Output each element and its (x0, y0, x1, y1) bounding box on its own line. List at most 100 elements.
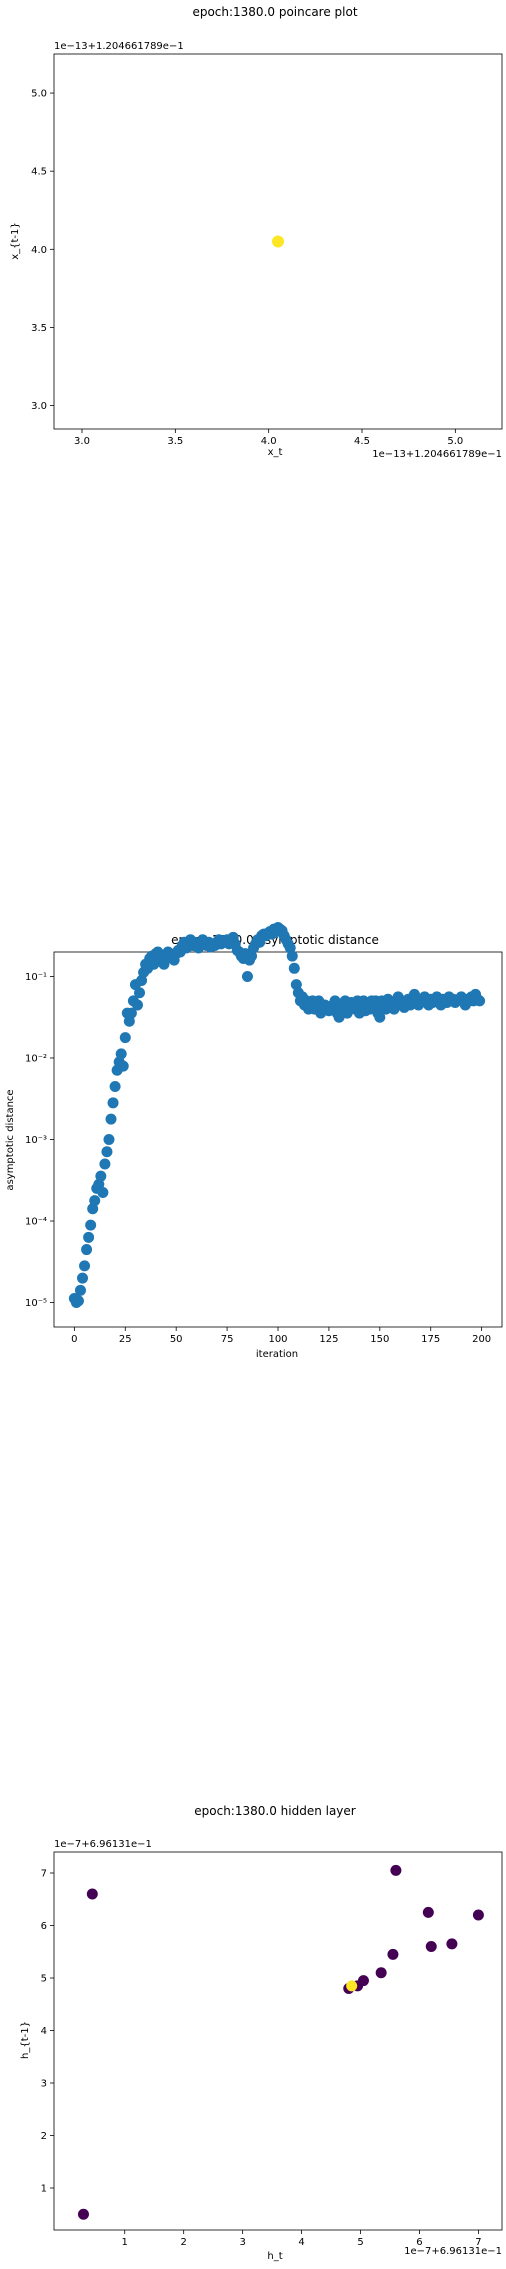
data-point (103, 1134, 115, 1145)
x-tick-label: 175 (421, 1334, 440, 1345)
x-tick-label: 6 (416, 2237, 422, 2248)
data-point (387, 1948, 399, 1960)
data-point (272, 235, 284, 248)
y-axis-label: asymptotic distance (5, 1089, 16, 1190)
y-axis-label: x_{t-1} (10, 222, 21, 260)
y-tick-label: 10⁻² (25, 1053, 47, 1064)
y-axis-label: h_{t-1} (20, 2021, 31, 2059)
data-point (99, 1158, 111, 1170)
x-axis: 1 2 3 4 5 6 7 (122, 2230, 482, 2248)
data-point (131, 999, 143, 1011)
y-tick-label: 5.0 (31, 89, 47, 100)
y-offset-text: 1e−7+6.96131e−1 (54, 1839, 152, 1850)
x-tick-label: 25 (119, 1334, 132, 1345)
data-point (77, 2208, 89, 2220)
x-tick-label: 4.5 (354, 436, 370, 447)
data-point (101, 1146, 113, 1158)
y-tick-label: 10⁻⁴ (25, 1217, 47, 1228)
x-axis-label: iteration (256, 1349, 298, 1360)
data-point (89, 1195, 101, 1207)
data-point (472, 1909, 484, 1921)
y-tick-label: 4 (41, 2026, 47, 2037)
x-tick-label: 75 (221, 1334, 234, 1345)
y-axis: 3.0 3.5 4.0 4.5 5.0 (31, 89, 54, 412)
x-tick-label: 4 (298, 2237, 304, 2248)
data-point (77, 1272, 89, 1284)
x-tick-label: 1 (122, 2237, 128, 2248)
x-tick-label: 5 (357, 2237, 363, 2248)
y-tick-label: 3.0 (31, 401, 47, 412)
data-point (474, 995, 486, 1007)
x-tick-label: 4.0 (261, 436, 277, 447)
data-point (241, 970, 253, 982)
x-tick-label: 150 (370, 1334, 389, 1345)
x-tick-label: 7 (475, 2237, 481, 2248)
data-point (85, 1219, 97, 1231)
data-point (72, 1295, 84, 1307)
x-axis-label: x_t (268, 447, 283, 458)
x-tick-label: 50 (170, 1334, 183, 1345)
data-point (97, 1186, 109, 1198)
data-point (286, 950, 298, 962)
data-point (357, 1975, 369, 1987)
y-axis: 1 2 3 4 5 6 7 (41, 1869, 54, 2195)
data-point (422, 1906, 434, 1918)
data-point (105, 1113, 117, 1125)
y-offset-text: 1e−13+1.204661789e−1 (54, 41, 184, 52)
y-tick-label: 4.0 (31, 245, 47, 256)
plot-area (53, 1851, 503, 2231)
data-points (77, 1864, 484, 2220)
data-points (68, 922, 486, 1309)
hidden-layer-plot: epoch:1380.0 hidden layer 1e−7+6.96131e−… (20, 1804, 503, 2262)
poincare-plot: epoch:1380.0 poincare plot 1e−13+1.20466… (10, 5, 503, 460)
x-axis: 3.0 3.5 4.0 4.5 5.0 (74, 429, 463, 447)
plot-area (53, 951, 503, 1328)
y-tick-label: 10⁻⁵ (25, 1298, 47, 1309)
x-tick-label: 0 (71, 1334, 77, 1345)
y-tick-label: 4.5 (31, 167, 47, 178)
x-tick-label: 125 (319, 1334, 338, 1345)
x-tick-label: 2 (180, 2237, 186, 2248)
y-tick-label: 1 (41, 2184, 47, 2195)
data-point (95, 1170, 107, 1182)
data-point (115, 1048, 127, 1060)
data-point (374, 1011, 386, 1023)
data-point (390, 1864, 402, 1876)
y-tick-label: 5 (41, 1974, 47, 1985)
x-tick-label: 100 (268, 1334, 287, 1345)
data-point (79, 1260, 91, 1272)
data-point (125, 1007, 137, 1019)
x-tick-label: 3.5 (167, 436, 183, 447)
data-point (148, 958, 160, 970)
data-point (288, 962, 300, 974)
x-tick-label: 200 (472, 1334, 491, 1345)
y-axis: 10⁻⁵ 10⁻⁴ 10⁻³ 10⁻² 10⁻¹ (25, 972, 54, 1309)
data-point (83, 1231, 95, 1243)
data-point (81, 1244, 93, 1256)
data-point (329, 995, 341, 1007)
data-point (346, 1980, 358, 1992)
x-tick-label: 3 (239, 2237, 245, 2248)
x-offset-text: 1e−13+1.204661789e−1 (372, 449, 502, 460)
chart-title: epoch:1380.0 hidden layer (194, 1804, 356, 1818)
data-point (446, 1938, 458, 1950)
y-tick-label: 3.5 (31, 323, 47, 334)
x-tick-label: 5.0 (447, 436, 463, 447)
data-point (109, 1081, 121, 1093)
data-point (375, 1967, 387, 1979)
chart-title: epoch:1380.0 poincare plot (192, 5, 357, 19)
data-point (117, 1060, 129, 1072)
data-points (272, 235, 284, 248)
data-point (86, 1888, 98, 1900)
plot-area (53, 53, 503, 430)
x-tick-label: 3.0 (74, 436, 90, 447)
y-tick-label: 10⁻³ (25, 1135, 47, 1146)
asymptotic-distance-plot: epoch:1380.0 asymptotic distance 0 25 50 75… (5, 922, 503, 1360)
data-point (119, 1032, 131, 1044)
y-tick-label: 2 (41, 2131, 47, 2142)
y-tick-label: 6 (41, 1921, 47, 1932)
x-axis: 0 25 50 75 100 125 150 175 200 (71, 1327, 491, 1345)
data-point (74, 1284, 86, 1296)
x-offset-text: 1e−7+6.96131e−1 (404, 2246, 502, 2257)
